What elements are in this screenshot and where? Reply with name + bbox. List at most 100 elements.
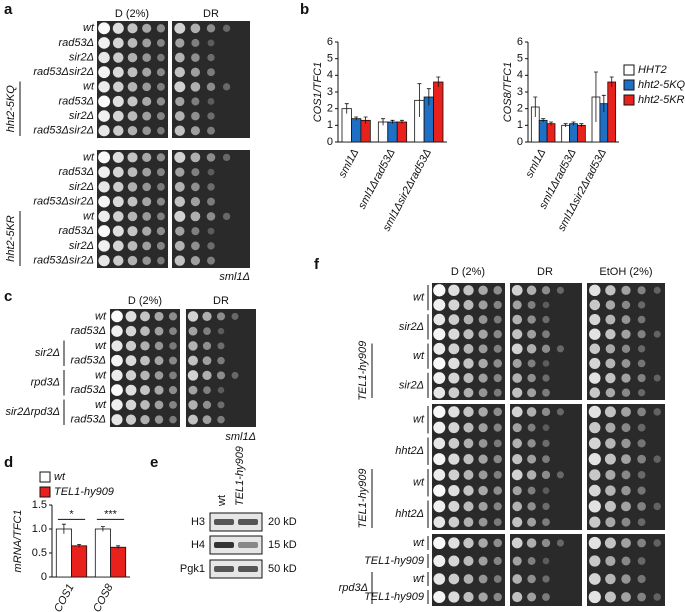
spot <box>448 284 460 296</box>
spot <box>190 81 201 92</box>
spot <box>542 330 550 339</box>
y-tick-label: 2 <box>327 103 333 115</box>
spot <box>207 168 215 176</box>
x-tick-label: COS8 <box>91 581 116 612</box>
spot <box>174 111 185 121</box>
spot <box>112 166 124 178</box>
spot <box>190 126 200 136</box>
protein-label: H4 <box>191 539 205 551</box>
error-bar <box>381 118 386 126</box>
row-label: sir2Δ <box>69 181 94 193</box>
spot <box>621 574 631 584</box>
legend-label: TEL1-hy909 <box>54 486 114 498</box>
spot <box>637 423 646 432</box>
spot <box>154 400 164 410</box>
row-label: wt <box>83 22 95 34</box>
spot <box>142 67 152 77</box>
spot <box>605 573 616 585</box>
spot <box>604 453 616 465</box>
spot <box>621 388 631 397</box>
legend-swatch <box>623 94 635 106</box>
spot <box>188 414 198 425</box>
row-label: wt <box>95 340 107 352</box>
spot <box>493 486 502 495</box>
spot <box>142 111 152 121</box>
spot <box>448 438 460 449</box>
spot <box>637 301 646 309</box>
spot <box>463 406 474 418</box>
error-bar <box>390 119 395 124</box>
column-header: DR <box>203 8 219 20</box>
spot <box>527 359 536 368</box>
spot <box>527 557 536 565</box>
spot <box>605 372 616 384</box>
spot <box>527 300 536 309</box>
spot <box>448 484 460 497</box>
spot <box>542 315 550 324</box>
spot <box>111 399 123 411</box>
spot <box>463 314 474 325</box>
spot <box>140 385 150 396</box>
spot <box>527 388 537 398</box>
spot <box>605 438 616 449</box>
spot <box>637 538 646 548</box>
spot <box>604 406 616 418</box>
spot <box>605 469 616 480</box>
row-label: wt <box>413 537 425 549</box>
spot <box>589 387 601 398</box>
spot <box>112 151 124 163</box>
spot <box>526 538 537 548</box>
spot <box>463 358 474 369</box>
spot <box>637 286 646 295</box>
spot <box>605 285 616 296</box>
spot <box>463 285 474 296</box>
spot <box>433 421 446 434</box>
spot <box>542 439 550 448</box>
spot <box>190 152 201 163</box>
row-label: rad53Δsir2Δ <box>33 196 94 208</box>
spot <box>191 168 200 177</box>
panel-letter: e <box>150 454 158 471</box>
spot <box>111 325 123 337</box>
spot <box>156 197 165 206</box>
spot <box>542 374 550 382</box>
row-label: TEL1-hy909 <box>364 555 424 567</box>
band <box>238 566 258 572</box>
spot <box>478 407 488 417</box>
spot <box>588 453 601 466</box>
spot <box>112 240 124 252</box>
spot <box>157 82 165 91</box>
spot <box>621 538 631 548</box>
lane-label: TEL1-hy909 <box>234 446 246 506</box>
spot <box>527 454 537 464</box>
y-tick-label: 2 <box>517 103 523 115</box>
spot <box>542 424 550 431</box>
annotation: *** <box>104 508 118 520</box>
spot <box>191 97 200 106</box>
spot <box>433 484 446 497</box>
spot <box>433 437 446 450</box>
spot <box>526 470 537 480</box>
spot <box>222 83 231 91</box>
spot <box>174 52 185 63</box>
row-label: sir2Δ <box>69 51 94 63</box>
spot <box>512 591 523 603</box>
spot <box>493 286 502 295</box>
spot <box>216 371 226 380</box>
spot <box>512 423 522 433</box>
spot <box>478 423 488 433</box>
spot <box>154 341 164 351</box>
spot <box>98 81 110 93</box>
blot <box>209 559 263 579</box>
plate <box>186 309 256 427</box>
group-label: rpd3Δ <box>339 582 368 594</box>
spot <box>621 517 631 527</box>
spot <box>187 370 199 381</box>
footnote: sml1Δ <box>219 271 250 283</box>
spot <box>98 95 111 108</box>
spot <box>98 66 110 79</box>
spot <box>463 485 474 496</box>
column-header: D (2%) <box>451 266 485 278</box>
error-bar <box>563 123 568 127</box>
spot <box>463 438 474 449</box>
